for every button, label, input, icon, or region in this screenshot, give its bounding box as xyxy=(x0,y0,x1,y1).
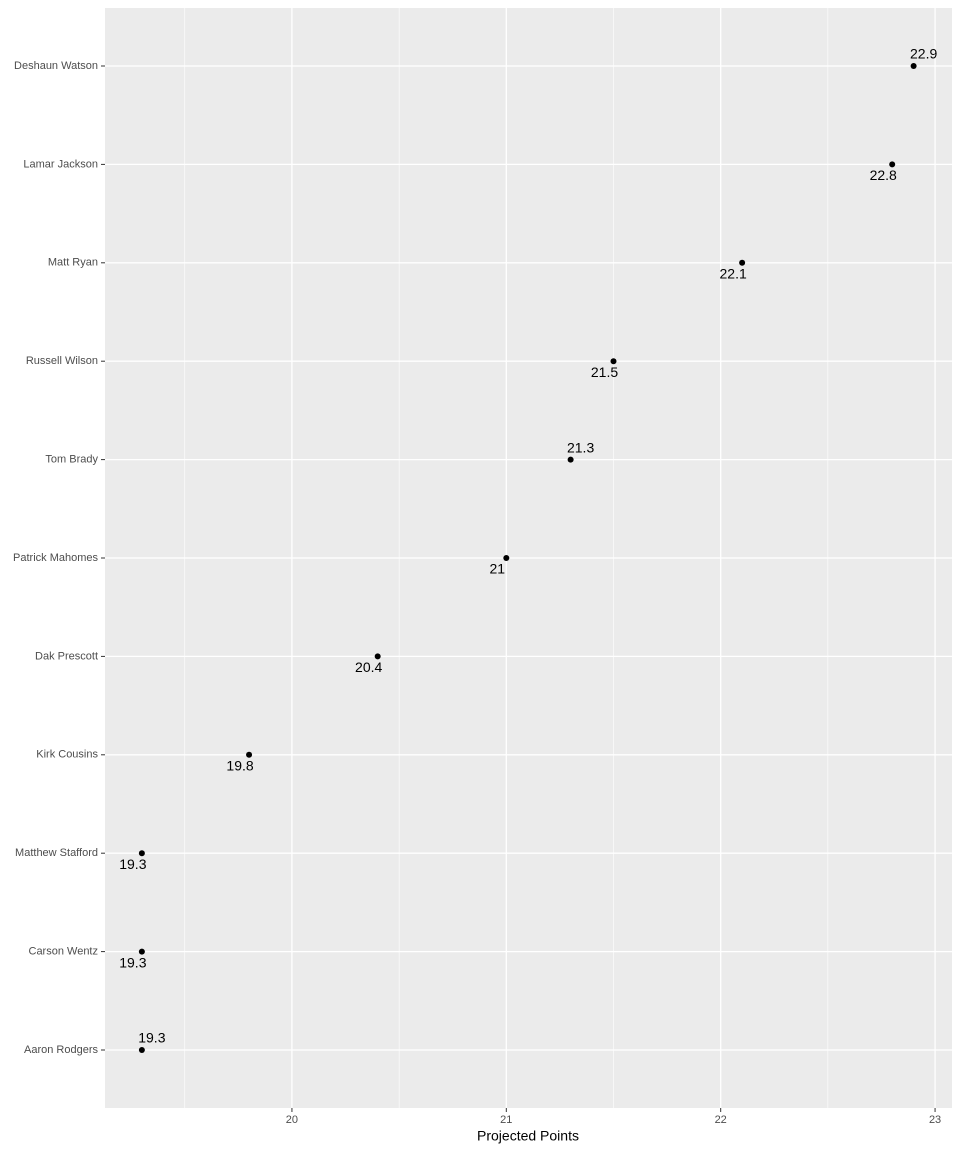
y-tick-label: Matt Ryan xyxy=(48,257,98,269)
y-tick-label: Carson Wentz xyxy=(29,946,99,958)
point xyxy=(246,751,253,758)
y-tick-label: Lamar Jackson xyxy=(23,158,98,170)
x-tick-label: 21 xyxy=(500,1114,512,1126)
data-label: 19.3 xyxy=(138,1030,165,1046)
point xyxy=(889,161,896,168)
x-tick-label: 22 xyxy=(715,1114,727,1126)
point xyxy=(739,259,746,266)
point xyxy=(503,555,510,561)
y-tick-label: Matthew Stafford xyxy=(15,847,98,859)
y-tick-label: Russell Wilson xyxy=(26,355,98,367)
data-label: 19.3 xyxy=(119,954,146,970)
y-tick-label: Aaron Rodgers xyxy=(24,1044,98,1056)
y-tick-label: Dak Prescott xyxy=(35,650,98,662)
y-tick-label: Patrick Mahomes xyxy=(13,552,98,564)
x-tick-label: 23 xyxy=(929,1114,941,1126)
point xyxy=(138,850,145,857)
data-label: 22.8 xyxy=(870,167,897,183)
data-label: 22.1 xyxy=(720,266,747,282)
data-label: 20.4 xyxy=(355,659,382,675)
point xyxy=(374,653,381,660)
data-label: 22.9 xyxy=(910,46,937,62)
data-label: 19.8 xyxy=(226,758,253,774)
point xyxy=(610,358,617,365)
data-label: 21.5 xyxy=(591,364,618,380)
y-tick-label: Deshaun Watson xyxy=(14,60,98,72)
x-axis-title: Projected Points xyxy=(477,1128,579,1144)
y-tick-label: Kirk Cousins xyxy=(36,749,98,761)
point xyxy=(567,456,574,463)
y-tick-label: Tom Brady xyxy=(45,454,98,466)
point xyxy=(138,1047,145,1053)
point xyxy=(138,948,145,955)
data-label: 21.3 xyxy=(567,439,594,455)
point xyxy=(910,63,917,69)
x-tick-label: 20 xyxy=(286,1114,298,1126)
data-label: 19.3 xyxy=(119,856,146,872)
data-label: 21 xyxy=(490,561,506,577)
